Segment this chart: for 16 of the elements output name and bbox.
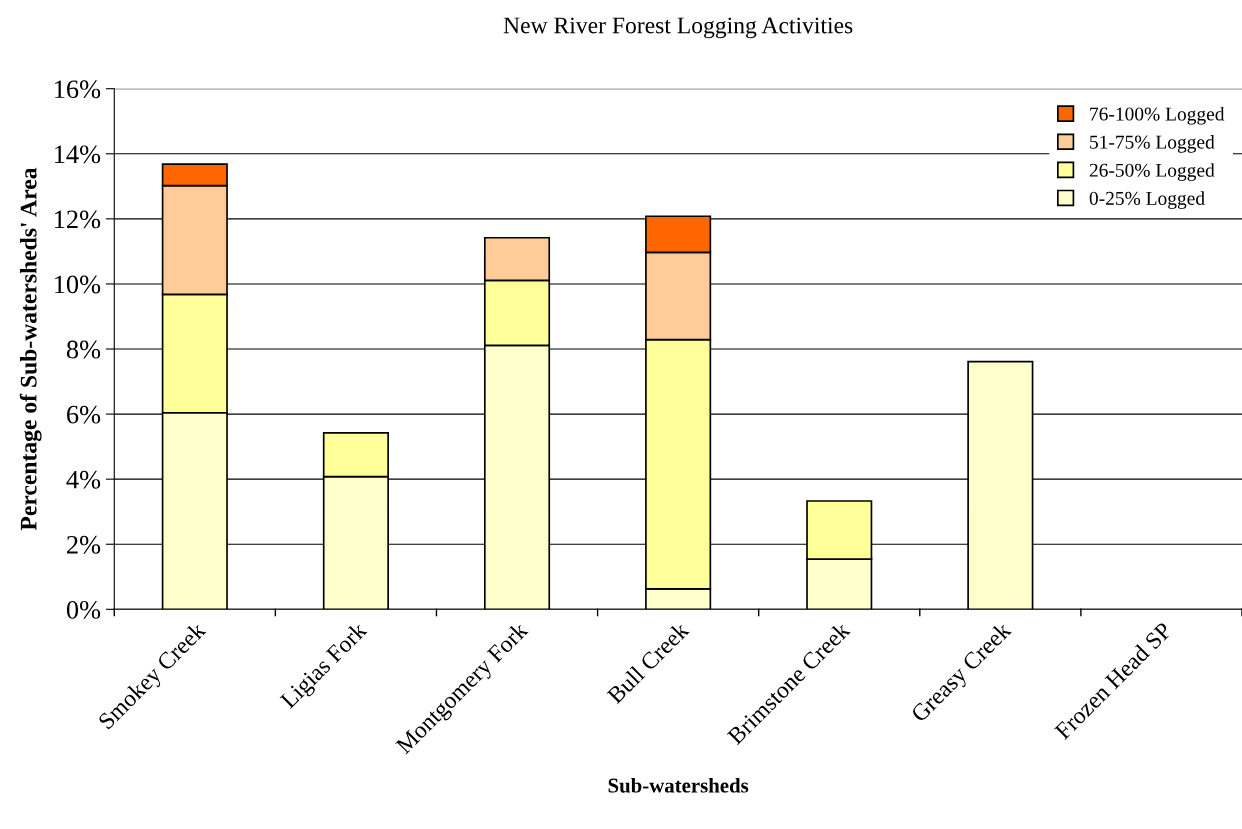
legend-label: 0-25% Logged bbox=[1089, 191, 1205, 209]
y-axis-title: Percentage of Sub-watersheds' Area bbox=[19, 167, 42, 531]
y-tick-label: 6% bbox=[67, 405, 101, 424]
y-tick-label: 10% bbox=[55, 275, 101, 294]
y-tick-label: 2% bbox=[67, 535, 101, 554]
y-tick-label: 8% bbox=[66, 340, 101, 359]
legend-label: 76-100% Logged bbox=[1090, 106, 1225, 125]
legend-label: 26-50% Logged bbox=[1089, 163, 1215, 181]
y-tick-label: 12% bbox=[55, 210, 101, 229]
legend-label: 51-75% Logged bbox=[1090, 135, 1215, 153]
y-tick-label: 0% bbox=[66, 600, 101, 619]
y-tick-label: 14% bbox=[55, 145, 101, 164]
y-tick-label: 4% bbox=[66, 470, 101, 489]
chart-title: New River Forest Logging Activities bbox=[503, 17, 853, 39]
y-tick-label: 16% bbox=[55, 80, 101, 99]
x-axis-title: Sub-watersheds bbox=[608, 777, 749, 793]
